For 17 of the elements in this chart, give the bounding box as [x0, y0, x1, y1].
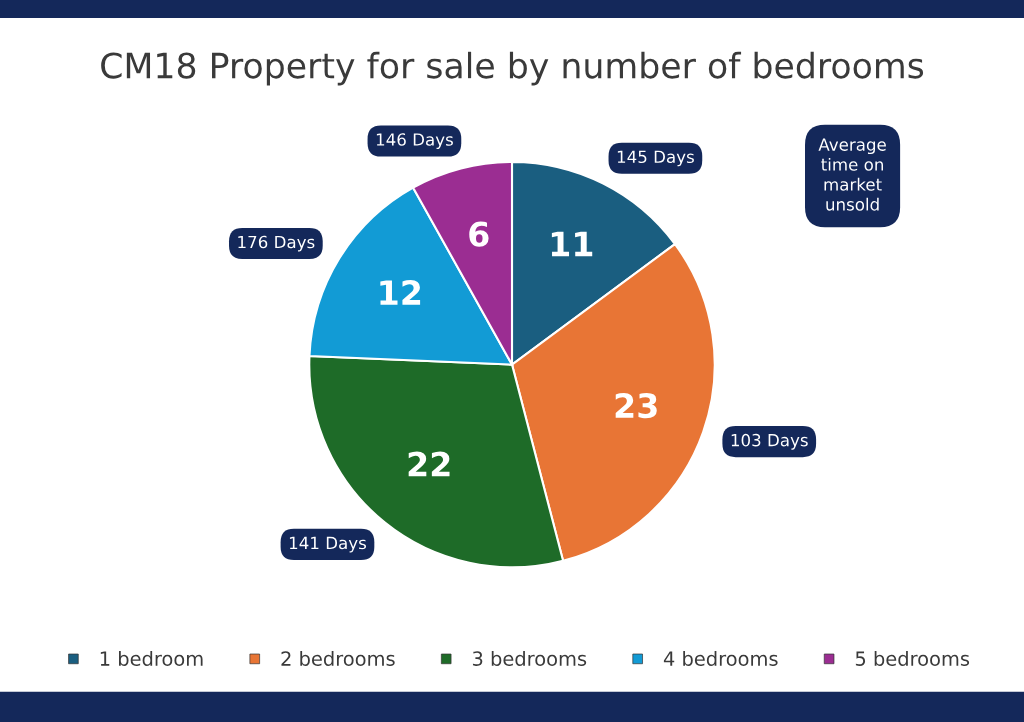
text: Average time on market unsold	[818, 138, 886, 211]
chart-title: CM18 Property for sale by number of bedrooms	[101, 51, 924, 86]
legend-label: 3 bedrooms	[472, 650, 587, 666]
legend-label: 5 bedrooms	[855, 650, 970, 666]
legend-label: 1 bedroom	[100, 650, 203, 666]
data-label: 11	[551, 231, 593, 257]
data-label: 6	[469, 221, 489, 247]
data-label: 22	[408, 451, 450, 477]
text: 146 Days	[376, 133, 453, 150]
legend-label: 4 bedrooms	[663, 650, 778, 666]
data-label: 23	[615, 392, 657, 419]
text: 176 Days	[238, 235, 315, 252]
data-label: 12	[380, 279, 421, 305]
text: 145 Days	[617, 150, 694, 167]
text: 141 Days	[289, 536, 367, 553]
legend-label: 2 bedrooms	[281, 650, 395, 666]
text: 103 Days	[731, 433, 808, 450]
